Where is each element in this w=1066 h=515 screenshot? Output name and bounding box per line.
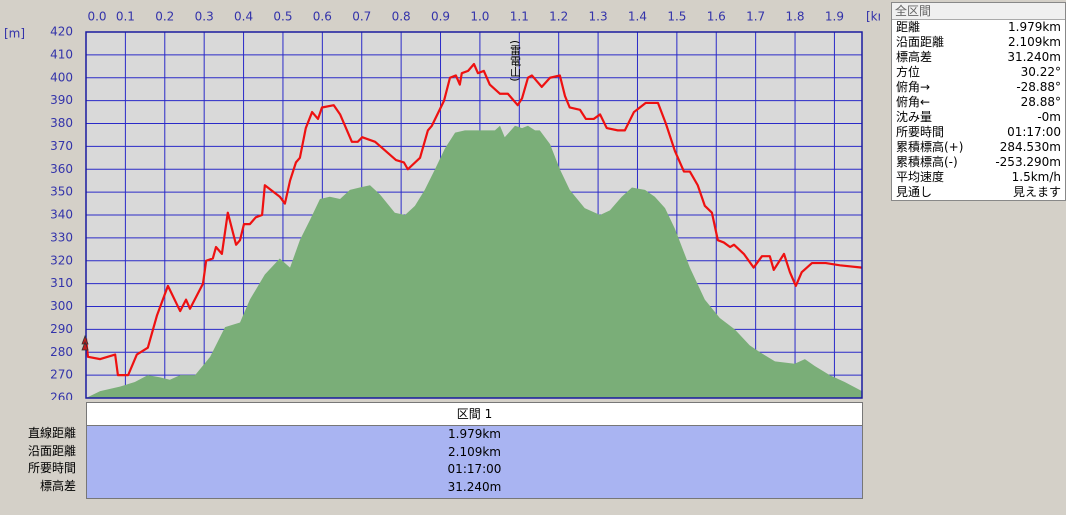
y-axis-label: [m] [4, 27, 25, 41]
route-line [84, 62, 863, 377]
x-tick-label: 1.8 [785, 10, 804, 24]
panel-value: 2.109km [1008, 35, 1061, 49]
panel-row: 俯角← 28.88° [892, 95, 1065, 110]
panel-title: 全区間 [892, 3, 1065, 20]
plot-layer [84, 31, 863, 399]
panel-value: 見えます [1012, 185, 1061, 199]
section-label: 沿面距離 [27, 443, 76, 458]
panel-row: 平均速度 1.5km/h [892, 170, 1065, 185]
section-row-labels: 直線距離沿面距離所要時間標高差 [0, 425, 76, 495]
x-tick-label: 1.9 [825, 10, 844, 24]
x-tick-label: 0.9 [431, 10, 450, 24]
panel-label: 方位 [896, 65, 921, 79]
panel-value: -253.290m [995, 155, 1061, 169]
y-tick-label: 340 [50, 208, 73, 222]
y-tick-label: 270 [50, 368, 73, 382]
panel-label: 見通し [896, 185, 933, 199]
y-tick-label: 400 [50, 70, 73, 84]
panel-label: 沿面距離 [896, 35, 945, 49]
x-tick-label: 1.0 [470, 10, 489, 24]
peak-annotation: (雷電山) [508, 40, 521, 82]
y-tick-label: 280 [50, 345, 73, 359]
y-tick-label: 370 [50, 139, 73, 153]
panel-label: 累積標高(+) [896, 140, 964, 154]
panel-label: 沈み量 [896, 110, 933, 124]
section-values: 1.979km 2.109km 01:17:00 31.240m [87, 426, 862, 496]
x-tick-label: 0.8 [392, 10, 411, 24]
panel-row: 累積標高(+) 284.530m [892, 140, 1065, 155]
x-tick-label: 0.6 [313, 10, 332, 24]
panel-label: 俯角→ [896, 80, 931, 94]
panel-row: 方位 30.22° [892, 65, 1065, 80]
y-tick-label: 300 [50, 299, 73, 313]
summary-panel: 全区間 距離 1.979km 沿面距離 2.109km 標高差 31.240m 方位 30.2… [891, 2, 1066, 201]
x-tick-label: 1.1 [510, 10, 529, 24]
section-value: 31.240m [447, 479, 502, 494]
y-tick-label: 420 [50, 25, 73, 39]
panel-value: 01:17:00 [1007, 125, 1061, 139]
y-tick-label: 310 [50, 276, 73, 290]
section-header[interactable]: 区間 1 [87, 403, 862, 426]
x-tick-label: 1.3 [589, 10, 608, 24]
y-tick-label: 360 [50, 162, 73, 176]
panel-value: 30.22° [1020, 65, 1061, 79]
panel-label: 俯角← [896, 95, 931, 109]
y-tick-label: 260 [50, 391, 73, 401]
panel-value: 28.88° [1020, 95, 1061, 109]
panel-label: 平均速度 [896, 170, 945, 184]
x-tick-label: 0.2 [155, 10, 174, 24]
x-tick-label: 0.3 [195, 10, 214, 24]
x-tick-label: 1.6 [707, 10, 726, 24]
panel-label: 所要時間 [896, 125, 945, 139]
panel-value: 284.530m [999, 140, 1061, 154]
plot-border [85, 31, 863, 399]
panel-value: 1.5km/h [1011, 170, 1061, 184]
panel-row: 沈み量 -0m [892, 110, 1065, 125]
x-tick-label: 1.2 [549, 10, 568, 24]
panel-row: 累積標高(-) -253.290m [892, 155, 1065, 170]
y-tick-label: 320 [50, 253, 73, 267]
y-tick-label: 330 [50, 230, 73, 244]
x-tick-label: 1.5 [667, 10, 686, 24]
section-label: 標高差 [39, 478, 76, 493]
y-tick-label: 350 [50, 185, 73, 199]
panel-row: 標高差 31.240m [892, 50, 1065, 65]
section-table: 区間 1 1.979km 2.109km 01:17:00 31.240m [86, 402, 863, 499]
x-tick-label: 1.4 [628, 10, 647, 24]
panel-row: 見通し 見えます [892, 185, 1065, 200]
panel-value: 31.240m [1007, 50, 1061, 64]
panel-label: 標高差 [896, 50, 933, 64]
section-label: 所要時間 [27, 461, 76, 475]
y-tick-label: 380 [50, 116, 73, 130]
section-value: 1.979km [448, 427, 501, 441]
panel-value: 1.979km [1008, 20, 1061, 34]
x-axis-label: [km] [866, 10, 880, 24]
panel-value: -0m [1037, 110, 1061, 124]
start-marker [81, 334, 89, 351]
profile-chart: [m] [km] 260 270 280 290 300 310 320 330 340 350 3… [4, 10, 880, 401]
terrain-area [86, 125, 862, 398]
panel-row: 距離 1.979km [892, 20, 1065, 35]
panel-row: 沿面距離 2.109km [892, 35, 1065, 50]
panel-row: 所要時間 01:17:00 [892, 125, 1065, 140]
y-tick-label: 290 [50, 322, 73, 336]
panel-row: 俯角→ -28.88° [892, 80, 1065, 95]
panel-rows: 距離 1.979km 沿面距離 2.109km 標高差 31.240m 方位 30.22° 俯角… [892, 20, 1065, 200]
section-label: 直線距離 [27, 426, 76, 440]
y-tick-label: 410 [50, 47, 73, 61]
panel-label: 累積標高(-) [896, 155, 958, 169]
x-tick-label: 0.7 [352, 10, 371, 24]
x-tick-label: 0.1 [116, 10, 135, 24]
section-value: 2.109km [448, 444, 501, 459]
x-tick-label: 1.7 [746, 10, 765, 24]
y-tick-label: 390 [50, 93, 73, 107]
panel-label: 距離 [896, 20, 921, 34]
panel-value: -28.88° [1016, 80, 1061, 94]
x-tick-label: 0.0 [87, 10, 106, 24]
x-tick-label: 0.5 [273, 10, 292, 24]
x-tick-label: 0.4 [234, 10, 253, 24]
section-value: 01:17:00 [447, 462, 502, 476]
